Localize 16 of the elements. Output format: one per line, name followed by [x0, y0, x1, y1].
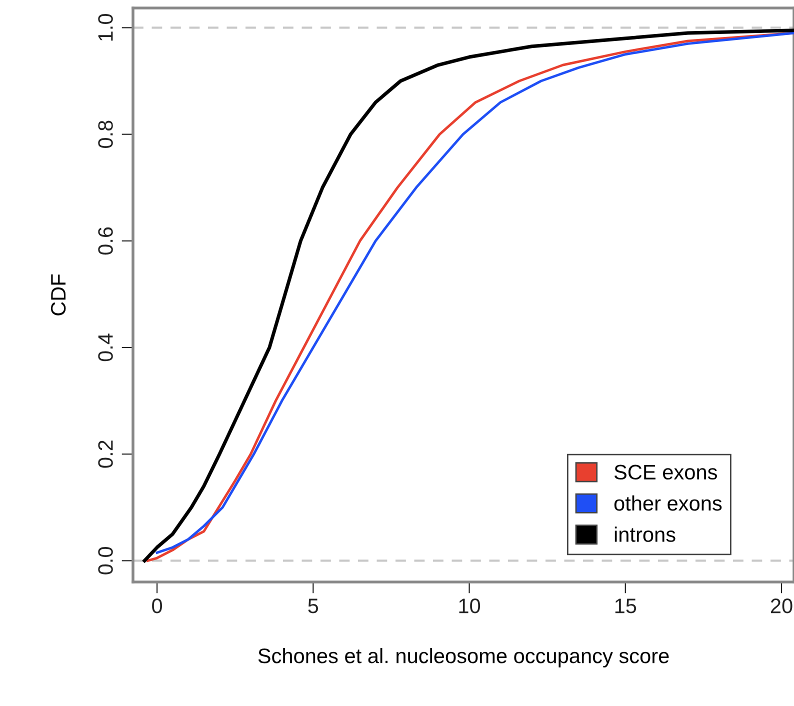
- x-tick-label: 10: [459, 598, 480, 614]
- x-tick-label: 0: [152, 598, 162, 614]
- y-tick-label: 0.4: [98, 334, 113, 362]
- y-tick-label: 0.0: [98, 547, 113, 574]
- y-tick-label: 0.2: [98, 440, 113, 468]
- y-tick-label: 1.0: [98, 14, 113, 41]
- x-tick-label: 5: [308, 598, 318, 614]
- legend-label: other exons: [614, 495, 722, 511]
- x-tick-label: 15: [615, 598, 636, 614]
- y-tick-label: 0.6: [98, 227, 113, 255]
- y-axis-title: CDF: [50, 274, 66, 316]
- x-tick-label: 20: [770, 598, 792, 614]
- legend-label: SCE exons: [614, 464, 717, 480]
- x-axis-title: Schones et al. nucleosome occupancy score: [258, 648, 669, 668]
- legend-label: introns: [614, 526, 676, 542]
- y-tick-label: 0.8: [98, 120, 113, 148]
